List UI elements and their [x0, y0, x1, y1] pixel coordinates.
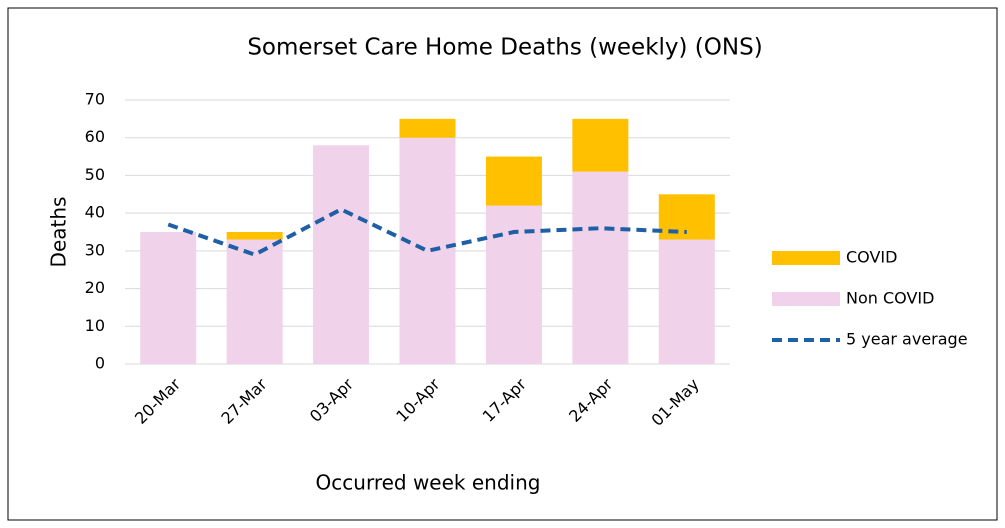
x-axis-label: Occurred week ending	[316, 471, 541, 495]
y-tick-label: 70	[85, 90, 105, 109]
legend-label: 5 year average	[846, 330, 968, 349]
bar	[399, 137, 456, 364]
y-tick-label: 50	[85, 165, 105, 184]
y-tick-label: 20	[85, 278, 105, 297]
y-axis-label: Deaths	[47, 197, 71, 268]
chart-title: Somerset Care Home Deaths (weekly) (ONS)	[247, 35, 762, 61]
legend-swatch	[772, 292, 840, 306]
bar	[226, 239, 283, 364]
bar	[313, 145, 370, 364]
legend-label: COVID	[846, 248, 897, 267]
bar	[485, 156, 542, 206]
bar	[140, 232, 197, 364]
y-tick-label: 30	[85, 240, 105, 259]
y-tick-label: 60	[85, 127, 105, 146]
bar	[658, 194, 715, 240]
bar	[572, 171, 629, 364]
bar	[399, 118, 456, 138]
legend-swatch	[772, 251, 840, 265]
legend-label: Non COVID	[846, 289, 934, 308]
bar	[226, 232, 283, 240]
y-tick-label: 10	[85, 316, 105, 335]
y-tick-label: 40	[85, 203, 105, 222]
bar	[572, 118, 629, 172]
y-tick-label: 0	[95, 354, 105, 373]
bar	[658, 239, 715, 364]
